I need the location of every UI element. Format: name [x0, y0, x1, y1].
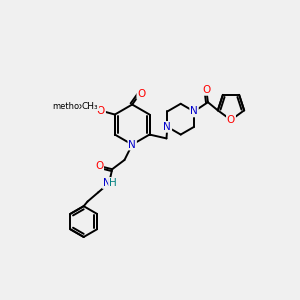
- Text: N: N: [164, 122, 171, 132]
- Text: O: O: [202, 85, 211, 95]
- Text: methoxy: methoxy: [89, 105, 95, 106]
- Text: O: O: [97, 106, 105, 116]
- Text: CH₃: CH₃: [82, 102, 98, 111]
- Text: O: O: [95, 161, 103, 171]
- Text: methoxy: methoxy: [52, 102, 89, 111]
- Text: O: O: [227, 115, 235, 125]
- Text: H: H: [109, 178, 117, 188]
- Text: O: O: [137, 89, 146, 99]
- Text: N: N: [128, 140, 136, 150]
- Text: N: N: [103, 178, 111, 188]
- Text: N: N: [190, 106, 198, 116]
